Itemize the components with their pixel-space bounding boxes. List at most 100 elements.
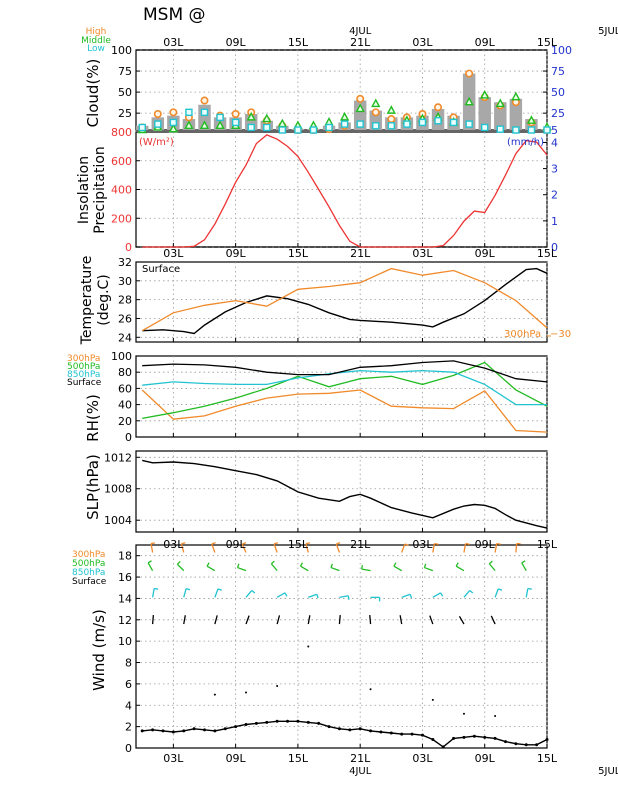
wind-calm-dot [245, 691, 248, 694]
wind-barb-300hpa [335, 543, 341, 553]
cloud-high-marker [169, 108, 178, 117]
wind-barb-850hpa [494, 588, 499, 598]
cloud-high-marker [387, 115, 396, 124]
bottom-time-label: 03L [412, 752, 433, 765]
cloud-high-marker [200, 96, 209, 105]
wind-barb-300hpa-feather [305, 542, 310, 545]
bottom-time-label: 21L [350, 752, 371, 765]
wind-barb-300hpa [241, 544, 247, 553]
wind-barb-500hpa-feather [176, 560, 181, 565]
cloud-low-marker [247, 123, 255, 132]
cloud-middle-marker [464, 96, 474, 106]
insolation-ylabel: Insolation [76, 156, 92, 224]
temperature-300hpa-value: −30 [550, 329, 571, 340]
mid-time-label: 15L [288, 247, 309, 260]
cloud-low-marker [372, 122, 380, 130]
insolation-unit: (W/m²) [139, 137, 174, 148]
wind-barb-300hpa [180, 543, 185, 553]
wind-barb-500hpa-feather [423, 563, 427, 568]
cloud-middle-marker [480, 89, 490, 99]
wind-barb-500hpa [206, 565, 216, 572]
wind-surface-point [452, 736, 456, 740]
cloud-low-marker [154, 120, 162, 128]
rh-300hpa-line [141, 389, 548, 433]
wind-surface-point [306, 720, 310, 724]
temperature-surface-label: Surface [142, 264, 180, 275]
wind-surface-point [462, 735, 466, 739]
cloud-middle-marker [262, 113, 272, 123]
rh-ylabel: RH(%) [84, 394, 102, 442]
wind-barb-500hpa [424, 566, 434, 572]
cloud-low-marker [263, 123, 271, 132]
wind-ytick-label: 2 [125, 721, 132, 734]
cloud-low-marker [434, 117, 442, 125]
bottom-time-label: 09L [475, 752, 496, 765]
rh-ytick-label: 40 [118, 399, 132, 412]
wind-surface-point [223, 727, 227, 731]
bottom-time-label: 09L [226, 752, 247, 765]
wind-legend-500hpa: 500hPa [72, 559, 105, 569]
bottom-date-label: 4JUL [349, 766, 372, 777]
cloud-low-marker [340, 120, 349, 128]
wind-barb-surface [214, 615, 218, 625]
cloud-low-marker [403, 120, 411, 128]
wind-barb-850hpa-feather [284, 592, 288, 597]
mid-time-label: 15L [537, 247, 558, 260]
cloud-middle-marker [215, 120, 225, 129]
wind-surface-point [441, 745, 445, 749]
wind-barb-surface [429, 615, 434, 625]
wind-barb-850hpa-feather [185, 588, 191, 591]
wind-surface-point [379, 730, 383, 734]
wind-calm-dot [307, 645, 310, 648]
cloud-ytick-right-label: 5 [551, 124, 558, 137]
wind-barb-300hpa [432, 543, 436, 553]
ins-ytick-label: 0 [125, 241, 132, 254]
wind-surface-point [358, 727, 362, 731]
wind-barb-500hpa [300, 565, 309, 572]
wind-barb-300hpa-feather [150, 542, 156, 545]
wind-top-time-label: 09L [475, 538, 496, 551]
cloud-middle-marker [371, 98, 381, 108]
rh-ytick-label: 80 [118, 366, 132, 379]
wind-calm-dot [431, 698, 434, 701]
slp-ytick-label: 1004 [104, 514, 132, 527]
cloud-middle-marker [184, 120, 194, 129]
temp-ytick-label: 30 [118, 275, 132, 288]
cloud-low-marker [418, 118, 427, 127]
wind-barb-surface [183, 615, 186, 625]
cloud-middle-marker [526, 115, 537, 124]
wind-surface-point [410, 732, 414, 736]
wind-barb-850hpa-feather [251, 589, 256, 594]
wind-barb-300hpa-feather [404, 543, 409, 547]
cloud-ylabel: Cloud(%) [84, 59, 102, 128]
ins-ytick-label: 200 [111, 212, 132, 225]
wind-surface-point [327, 725, 331, 729]
wind-ytick-label: 8 [125, 657, 132, 670]
panel-frame-temp [135, 261, 548, 343]
ins-ytick-label: 400 [111, 184, 132, 197]
rh-ytick-label: 60 [118, 382, 132, 395]
precip-ytick-label: 4 [551, 136, 558, 149]
mid-time-label: 09L [475, 247, 496, 260]
wind-ytick-label: 6 [125, 678, 132, 691]
temperature-ylabel: Temperature [79, 256, 95, 346]
wind-barb-500hpa-feather [393, 562, 397, 567]
wind-barb-500hpa-feather [270, 560, 275, 565]
wind-barb-surface [276, 615, 281, 625]
wind-barb-300hpa [463, 543, 467, 553]
wind-surface-point [213, 729, 217, 733]
top-time-label: 09L [475, 36, 496, 49]
cloud-low-marker [200, 108, 209, 117]
wind-barb-surface [458, 615, 465, 625]
bottom-date-label: 5JUL [598, 766, 618, 777]
wind-barb-850hpa-feather [316, 594, 319, 599]
wind-barb-500hpa [521, 562, 527, 571]
wind-barb-300hpa-feather [496, 542, 501, 545]
wind-barb-850hpa [214, 588, 219, 598]
wind-barb-500hpa-feather [361, 565, 364, 570]
wind-barb-500hpa [270, 563, 278, 572]
wind-barb-850hpa [276, 592, 286, 598]
wind-ytick-label: 18 [118, 550, 132, 563]
wind-legend-surface: Surface [72, 577, 107, 587]
